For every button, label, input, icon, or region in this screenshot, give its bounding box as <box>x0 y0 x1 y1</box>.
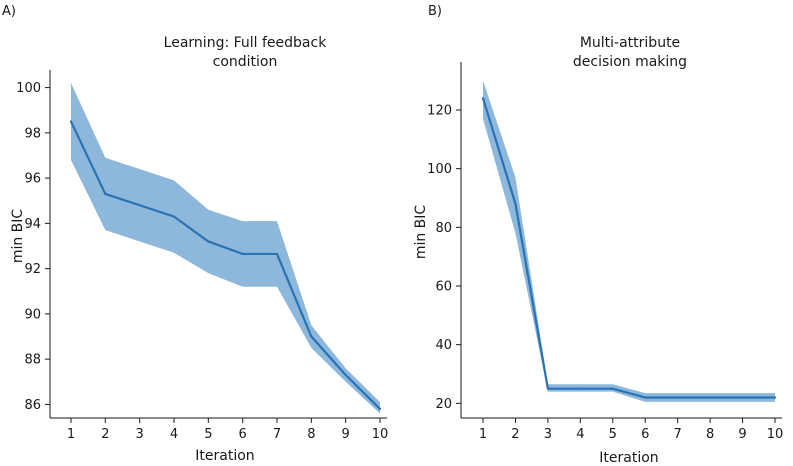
series-line-a <box>70 121 381 410</box>
data-point <box>773 396 777 399</box>
y-tick-label: 86 <box>24 398 41 413</box>
data-point <box>481 97 485 100</box>
data-point <box>514 202 517 205</box>
panel-label-a: A) <box>2 4 16 19</box>
data-point <box>241 252 244 256</box>
y-tick-label: 60 <box>435 280 452 295</box>
x-tick-label: 1 <box>479 427 487 442</box>
data-point <box>275 252 279 256</box>
x-tick-label: 2 <box>101 427 109 442</box>
data-point <box>676 396 679 399</box>
y-axis-label-b: min BIC <box>413 205 429 260</box>
y-tick-label: 80 <box>435 221 452 236</box>
x-tick-label: 6 <box>239 427 247 442</box>
data-point <box>104 192 107 196</box>
data-point <box>344 373 347 377</box>
y-tick-label: 88 <box>24 353 41 368</box>
series-line-b <box>481 97 775 399</box>
data-point <box>310 335 313 338</box>
chart-title-a-line-1: Learning: Full feedback <box>164 35 328 51</box>
data-point <box>741 396 744 399</box>
y-tick-label: 100 <box>427 162 452 177</box>
data-point <box>69 120 73 123</box>
y-tick-label: 94 <box>24 217 41 232</box>
y-tick-label: 92 <box>24 262 41 277</box>
y-tick-label: 98 <box>24 126 41 141</box>
y-tick-label: 20 <box>435 397 452 412</box>
x-tick-label: 7 <box>674 427 682 442</box>
data-point <box>709 396 712 399</box>
panel-b: B) Multi-attribute decision making Itera… <box>413 4 783 466</box>
panel-a: A) Learning: Full feedback condition Ite… <box>2 4 388 464</box>
y-tick-label: 100 <box>16 81 41 96</box>
x-tick-label: 8 <box>307 427 315 442</box>
x-tick-label: 8 <box>706 427 714 442</box>
y-tick-label: 90 <box>24 307 41 322</box>
data-point <box>579 387 582 390</box>
x-tick-label: 6 <box>641 427 649 442</box>
data-point <box>172 215 176 218</box>
chart-title-b-line-1: Multi-attribute <box>580 35 680 51</box>
y-tick-label: 96 <box>24 172 41 187</box>
x-tick-label: 9 <box>738 427 746 442</box>
y-tick-label: 40 <box>435 338 452 353</box>
x-tick-label: 2 <box>511 427 519 442</box>
x-tick-label: 4 <box>170 427 178 442</box>
x-tick-label: 4 <box>576 427 584 442</box>
x-axis-label-b: Iteration <box>599 450 658 466</box>
chart-title-a-line-2: condition <box>213 54 278 70</box>
panel-label-b: B) <box>428 4 442 19</box>
y-axis-label-a: min BIC <box>10 209 26 264</box>
data-point <box>644 396 647 399</box>
data-point <box>138 204 141 207</box>
x-tick-label: 3 <box>136 427 144 442</box>
chart-title-b-line-2: decision making <box>573 54 687 70</box>
plot-area-a: 86 88 90 92 94 96 98 100 1 2 3 4 5 6 7 8 9 10 <box>16 70 388 442</box>
data-point <box>546 387 549 390</box>
x-tick-label: 3 <box>544 427 552 442</box>
data-point <box>207 240 210 243</box>
x-tick-label: 10 <box>372 427 389 442</box>
x-tick-label: 7 <box>273 427 281 442</box>
plot-area-b: 20 40 60 80 100 120 1 2 3 4 5 6 7 8 9 10 <box>427 62 783 442</box>
x-tick-label: 5 <box>204 427 212 442</box>
confidence-band-b <box>483 80 775 402</box>
x-tick-label: 10 <box>767 427 784 442</box>
data-point <box>378 407 382 411</box>
x-tick-label: 1 <box>67 427 75 442</box>
x-tick-label: 5 <box>609 427 617 442</box>
x-tick-label: 9 <box>342 427 350 442</box>
data-point <box>611 387 614 390</box>
x-axis-label-a: Iteration <box>195 448 254 464</box>
y-tick-label: 120 <box>427 104 452 119</box>
